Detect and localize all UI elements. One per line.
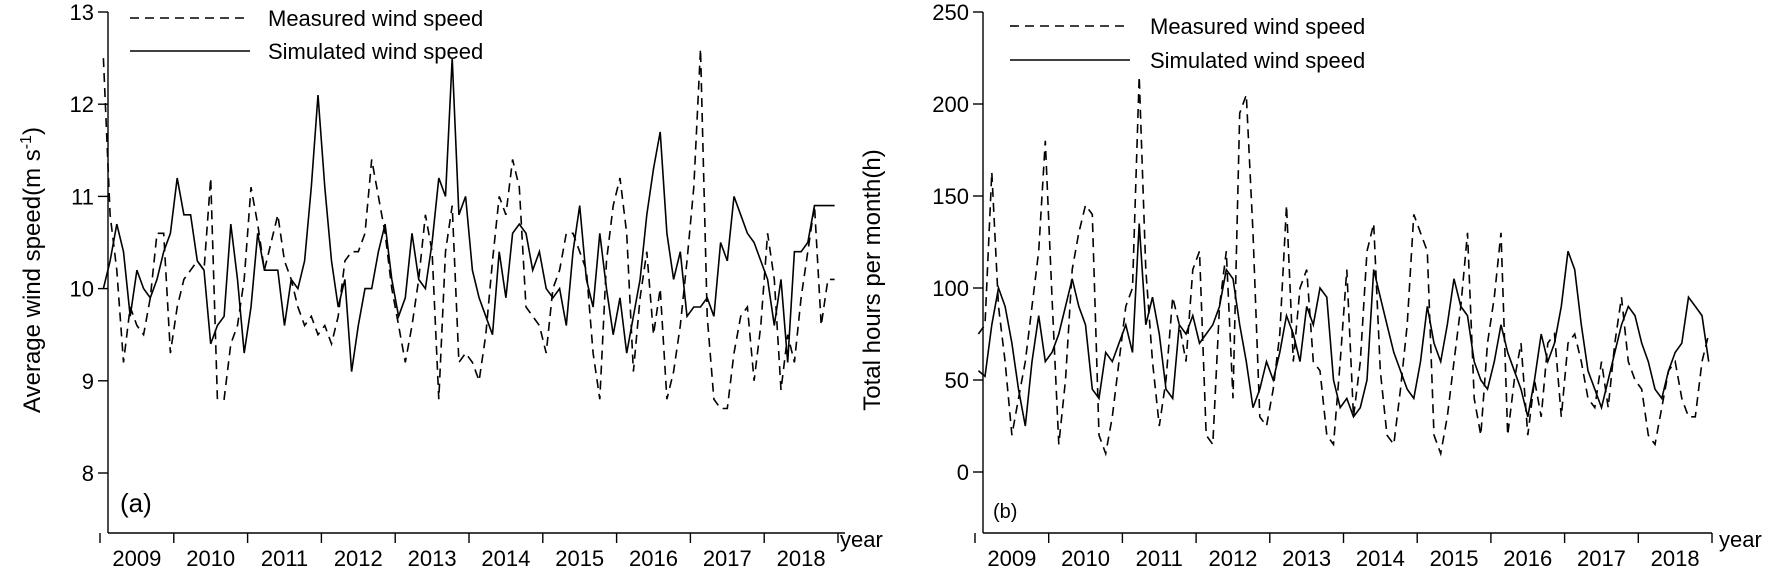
panel-b-year-label: 2010	[1061, 546, 1110, 571]
panel-a-year-label: 2016	[629, 546, 678, 571]
panel-a-year-label: 2010	[186, 546, 235, 571]
panel-a-year-label: 2012	[334, 546, 383, 571]
panel-b-year-label: 2016	[1503, 546, 1552, 571]
panel-a-year-label: 2018	[777, 546, 826, 571]
panel-a-series-measured	[102, 48, 835, 410]
panel-b-year-label: 2011	[1136, 546, 1183, 571]
panel-b-tag: (b)	[993, 501, 1017, 523]
panel-b-series-simulated	[977, 223, 1710, 427]
panel-b-year-label: 2017	[1577, 546, 1626, 571]
panel-b-year-label: 2013	[1282, 546, 1331, 571]
panel-a-legend: Measured wind speed Simulated wind speed	[130, 6, 483, 64]
panel-a-y-axis-title: Average wind speed(m s-1)	[18, 127, 46, 413]
panel-a-year-label: 2009	[112, 546, 161, 571]
panel-a-year-label: 2013	[408, 546, 457, 571]
panel-a-y-tick-label: 12	[70, 92, 94, 117]
panel-a-y-ticks: 8 9 10 11 12 13	[70, 0, 108, 486]
panel-a-x-ticks: 2009 2010 2011 2012 2013 2014 2015 2016 2017 2018	[99, 533, 839, 571]
panel-b-year-label: 2014	[1356, 546, 1405, 571]
panel-a-tag: (a)	[120, 488, 152, 518]
panel-b-x-axis-title: year	[1719, 527, 1762, 552]
panel-b-y-tick-label: 100	[932, 276, 969, 301]
panel-a-y-tick-label: 9	[82, 369, 94, 394]
panel-b-chart: 0 50 100 150 200 250 2009 2010 2011 2012 2013 2014…	[859, 0, 1762, 571]
panel-a-year-label: 2011	[261, 546, 308, 571]
panel-b-y-tick-label: 0	[957, 460, 969, 485]
panel-b-legend-simulated-label: Simulated wind speed	[1150, 48, 1365, 73]
panel-a-year-label: 2017	[703, 546, 752, 571]
panel-a-year-label: 2014	[481, 546, 530, 571]
panel-b-y-axis-title: Total hours per month(h)	[859, 149, 886, 410]
panel-b-y-tick-label: 200	[932, 92, 969, 117]
panel-a-year-label: 2015	[555, 546, 604, 571]
panel-a-y-tick-label: 8	[82, 461, 94, 486]
panel-b-y-tick-label: 250	[932, 0, 969, 25]
panel-a-x-axis-title: year	[840, 527, 883, 552]
panel-b-y-tick-label: 50	[945, 368, 969, 393]
panel-b-x-ticks: 2009 2010 2011 2012 2013 2014 2015 2016 2017 2018	[974, 533, 1713, 571]
panel-b-legend-measured-label: Measured wind speed	[1150, 14, 1365, 39]
panel-b-year-label: 2015	[1430, 546, 1479, 571]
panel-a-y-tick-label: 11	[71, 184, 94, 209]
panel-a-legend-measured-label: Measured wind speed	[268, 6, 483, 31]
panel-b-y-ticks: 0 50 100 150 200 250	[932, 0, 983, 485]
panel-a-y-tick-label: 13	[70, 0, 94, 25]
panel-b-year-label: 2009	[987, 546, 1036, 571]
panel-b-series-measured	[977, 76, 1710, 457]
panel-a-series-simulated	[102, 58, 835, 372]
panel-b-year-label: 2018	[1651, 546, 1700, 571]
panel-b-y-tick-label: 150	[932, 184, 969, 209]
panel-b-legend: Measured wind speed Simulated wind speed	[1010, 14, 1365, 73]
panel-b-year-label: 2012	[1208, 546, 1257, 571]
panel-a-legend-simulated-label: Simulated wind speed	[268, 39, 483, 64]
panel-a-y-tick-label: 10	[70, 277, 94, 302]
